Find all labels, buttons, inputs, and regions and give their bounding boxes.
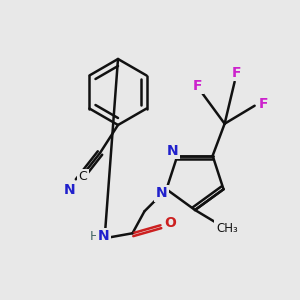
Text: CH₃: CH₃: [216, 221, 238, 235]
Text: N: N: [64, 183, 76, 197]
Text: N: N: [167, 144, 178, 158]
Text: N: N: [98, 229, 109, 243]
Text: F: F: [232, 66, 242, 80]
Text: F: F: [259, 97, 268, 111]
Text: F: F: [193, 79, 202, 93]
Text: O: O: [164, 216, 176, 230]
Text: H: H: [90, 230, 99, 243]
Text: C: C: [79, 170, 87, 184]
Text: N: N: [156, 186, 167, 200]
